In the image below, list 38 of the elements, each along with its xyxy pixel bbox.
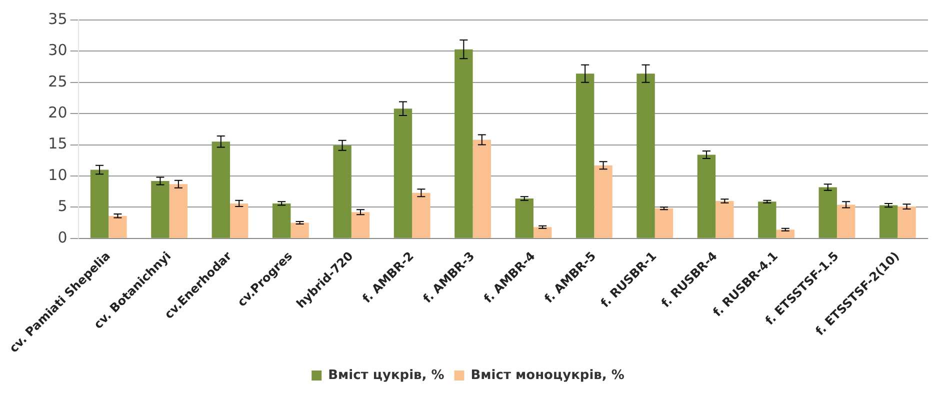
bar [90, 170, 109, 238]
bar [290, 222, 309, 238]
bar [394, 108, 412, 238]
bar [758, 202, 776, 238]
y-tick-label: 0 [58, 228, 68, 246]
bar [818, 187, 837, 238]
legend-label: Вміст цукрів, % [328, 368, 444, 383]
bar [351, 212, 370, 238]
bar [272, 203, 291, 238]
y-tick-label: 35 [48, 10, 68, 28]
bar [594, 165, 612, 238]
bar [836, 204, 856, 238]
bar [169, 184, 188, 238]
bar [212, 142, 230, 238]
y-tick-label: 30 [48, 41, 68, 60]
bar [412, 192, 430, 238]
bar [576, 74, 594, 238]
bar [716, 200, 734, 238]
bar [697, 154, 716, 238]
bar [333, 145, 352, 238]
y-tick-label: 15 [48, 134, 68, 153]
bar [151, 180, 170, 238]
bar [230, 203, 248, 238]
bar [454, 49, 473, 238]
bar [636, 74, 655, 238]
bar [108, 216, 127, 238]
bar [533, 227, 552, 238]
y-tick-label: 5 [58, 197, 68, 216]
bar [515, 198, 534, 238]
bar [879, 205, 898, 238]
bar [472, 140, 491, 238]
bar [898, 206, 916, 238]
y-tick-label: 20 [48, 103, 68, 122]
legend-label: Вміст моноцукрів, % [470, 368, 624, 383]
y-tick-label: 25 [48, 72, 68, 90]
bar [776, 230, 794, 238]
y-tick-label: 10 [48, 166, 68, 184]
bar [654, 208, 674, 238]
